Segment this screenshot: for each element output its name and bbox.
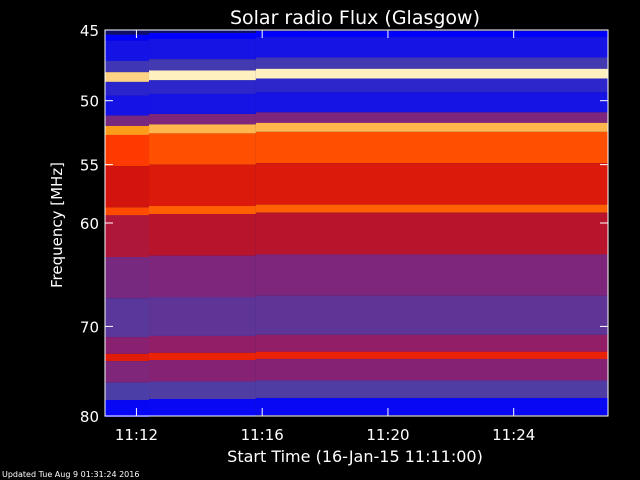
spectrogram-cell	[105, 257, 150, 299]
spectrogram-cell	[149, 360, 256, 382]
spectrogram-cell	[149, 297, 256, 336]
spectrogram-cell	[255, 380, 608, 398]
spectrogram-cell	[105, 166, 150, 208]
spectrogram-cell	[255, 204, 608, 213]
spectrogram-cell	[149, 399, 256, 416]
y-tick-label: 80	[80, 408, 99, 426]
spectrogram-cell	[105, 34, 150, 41]
spectrogram-cell	[105, 115, 150, 126]
spectrogram-cell	[255, 334, 608, 352]
spectrogram-cell	[255, 351, 608, 359]
spectrogram-cell	[105, 134, 150, 167]
spectrogram-cell	[105, 40, 150, 61]
spectrogram-cell	[255, 92, 608, 113]
spectrogram-cell	[149, 164, 256, 207]
spectrogram-cell	[149, 206, 256, 214]
y-axis-label: Frequency [MHz]	[48, 162, 66, 288]
spectrogram-cell	[149, 124, 256, 134]
x-tick-label: 11:24	[492, 426, 535, 444]
spectrogram-cell	[105, 298, 150, 338]
y-tick-label: 55	[80, 157, 99, 175]
spectrogram-cell	[255, 163, 608, 205]
spectrogram-cell	[105, 81, 150, 96]
spectrogram-cell	[255, 131, 608, 164]
spectrogram-cell	[105, 95, 150, 116]
spectrogram-cell	[105, 337, 150, 354]
x-tick-label: 11:12	[115, 426, 158, 444]
spectrogram-cell	[105, 72, 150, 82]
spectrogram-cell	[255, 68, 608, 79]
y-tick-label: 70	[80, 318, 99, 336]
spectrogram-cell	[149, 70, 256, 81]
spectrogram-cell	[105, 400, 150, 418]
spectrogram-cell	[149, 255, 256, 298]
spectrogram-cell	[149, 113, 256, 125]
x-axis-label: Start Time (16-Jan-15 11:11:00)	[227, 447, 483, 466]
spectrogram-cell	[105, 353, 150, 362]
spectrogram-cell	[255, 295, 608, 335]
spectrogram-cell	[255, 78, 608, 93]
x-tick-label: 11:20	[366, 426, 409, 444]
spectrogram-cell	[105, 60, 150, 73]
spectrogram-cell	[255, 397, 608, 415]
y-tick-label: 60	[80, 215, 99, 233]
spectrogram-cell	[255, 112, 608, 123]
spectrogram-cell	[149, 352, 256, 361]
y-tick-label: 45	[80, 22, 99, 40]
spectrogram-cell	[255, 37, 608, 58]
spectrogram-cell	[255, 122, 608, 132]
spectrogram-cell	[149, 38, 256, 60]
y-tick-label: 50	[80, 93, 99, 111]
spectrogram-cell	[255, 31, 608, 38]
spectrogram-cell	[149, 213, 256, 256]
spectrogram-cell	[149, 335, 256, 353]
spectrogram-cell	[149, 32, 256, 39]
spectrogram-cell	[149, 381, 256, 400]
updated-timestamp: Updated Tue Aug 9 01:31:24 2016	[2, 470, 140, 479]
spectrogram-cell	[149, 59, 256, 71]
spectrogram-cell	[255, 212, 608, 255]
spectrogram-cell	[255, 254, 608, 296]
chart-title: Solar radio Flux (Glasgow)	[230, 7, 480, 29]
spectrogram-cell	[149, 133, 256, 165]
spectrogram-cell	[105, 125, 150, 135]
spectrogram-cell	[105, 207, 150, 216]
spectrogram-cell	[105, 382, 150, 401]
spectrogram-cell	[149, 80, 256, 94]
x-tick-label: 11:16	[241, 426, 284, 444]
spectrogram-cell	[255, 358, 608, 381]
spectrogram-cell	[149, 93, 256, 114]
spectrogram-cell	[105, 361, 150, 383]
spectrogram-cell	[255, 57, 608, 69]
spectrogram-cell	[105, 215, 150, 258]
